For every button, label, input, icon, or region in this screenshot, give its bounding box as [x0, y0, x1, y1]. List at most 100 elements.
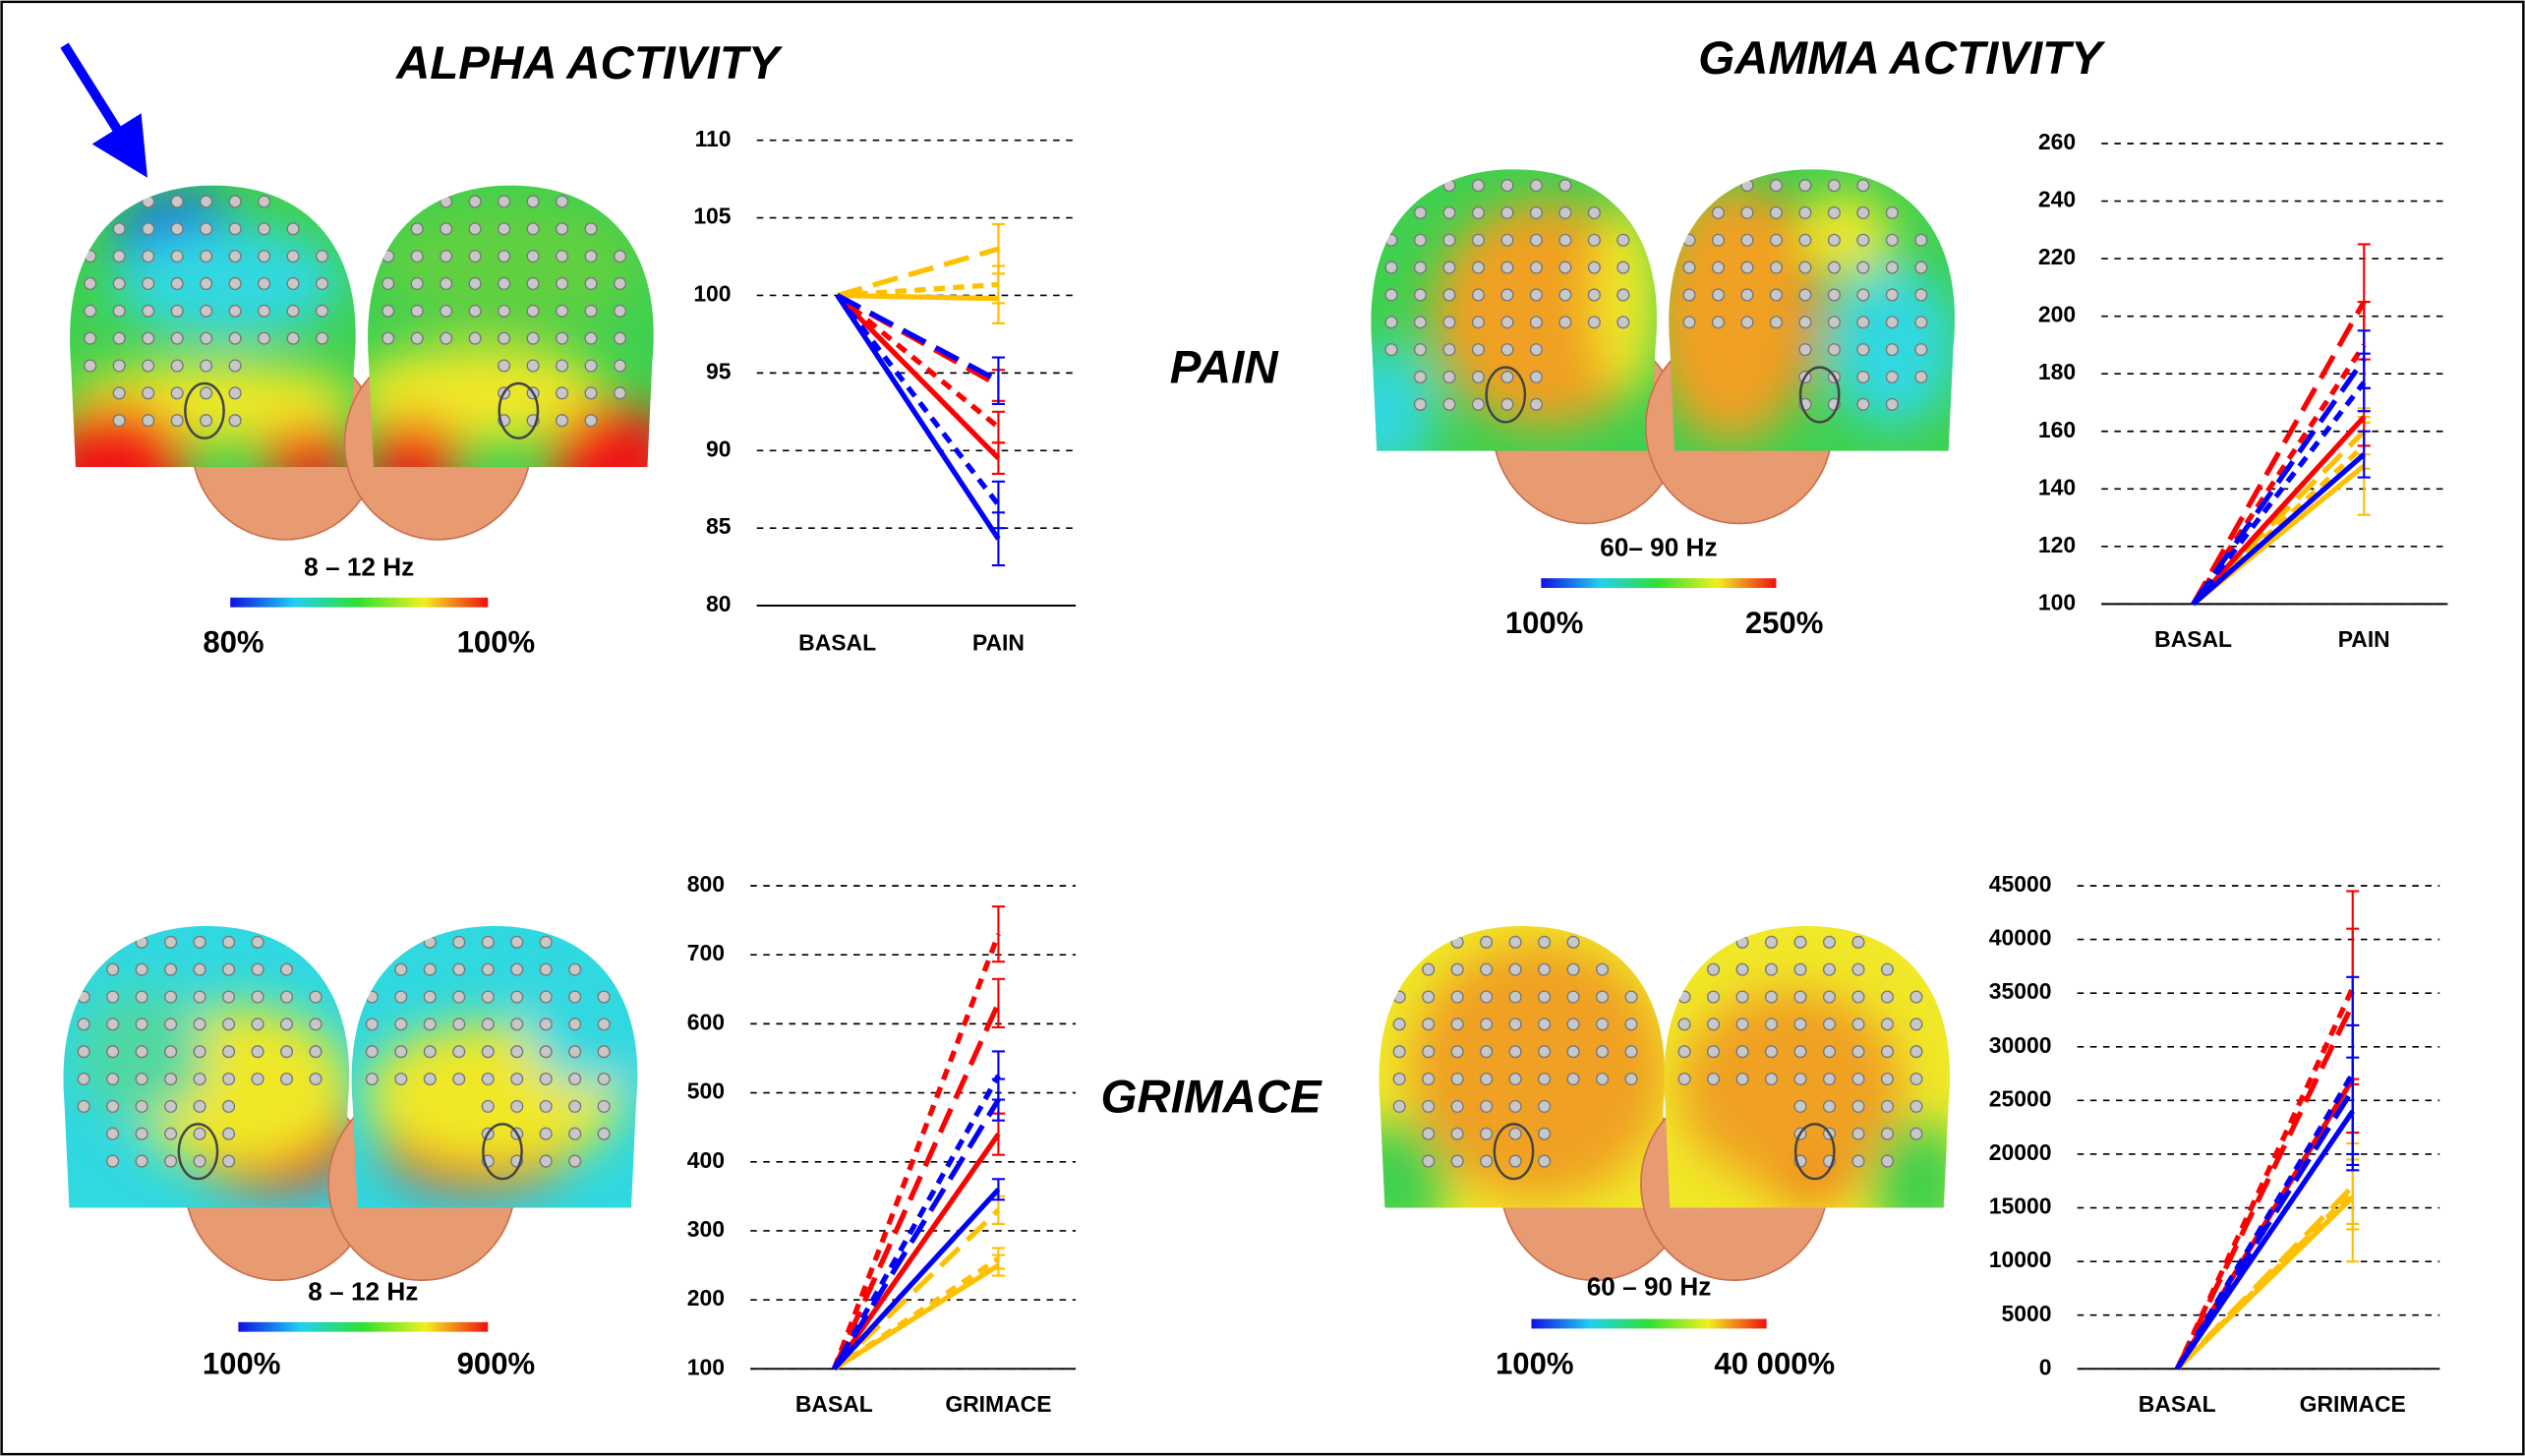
electrode: [527, 196, 539, 207]
electrode: [85, 332, 96, 344]
electrode: [1415, 207, 1427, 219]
electrode: [1824, 936, 1836, 948]
electrode: [136, 1074, 147, 1085]
electrode: [540, 963, 552, 975]
electrode: [1708, 963, 1720, 975]
electrode: [1857, 207, 1869, 219]
electrode: [1539, 1128, 1551, 1139]
electrode: [1799, 344, 1811, 356]
electrode: [1678, 1019, 1690, 1030]
electrode: [1531, 262, 1543, 273]
electrode: [1509, 1074, 1521, 1085]
electrode: [1531, 398, 1543, 410]
electrode: [287, 305, 299, 317]
electrode: [395, 1046, 407, 1058]
electrode: [1708, 1046, 1720, 1058]
electrode: [527, 278, 539, 290]
electrode: [223, 963, 235, 975]
electrode: [171, 223, 183, 235]
electrode: [1741, 317, 1753, 328]
electrode: [1443, 372, 1455, 383]
y-tick-label: 200: [2038, 302, 2076, 327]
electrode: [598, 991, 610, 1003]
colorbar-max: 100%: [457, 625, 536, 660]
electrode: [569, 1100, 581, 1112]
electrode: [1886, 344, 1898, 356]
x-tick-label: BASAL: [795, 1391, 873, 1417]
electrode: [165, 936, 177, 948]
electrode: [136, 991, 147, 1003]
electrode: [615, 305, 626, 317]
electrode: [229, 223, 241, 235]
electrode: [229, 196, 241, 207]
electrode: [469, 278, 481, 290]
electrode: [1852, 936, 1864, 948]
electrode: [1829, 344, 1841, 356]
electrode: [1539, 963, 1551, 975]
electrode: [1567, 1019, 1579, 1030]
y-tick-label: 20000: [1989, 1139, 2052, 1165]
electrode: [1882, 1074, 1894, 1085]
electrode: [1882, 963, 1894, 975]
electrode: [194, 1100, 206, 1112]
electrode: [1886, 289, 1898, 301]
electrode: [1423, 1046, 1435, 1058]
electrode: [287, 223, 299, 235]
electrode: [281, 963, 293, 975]
y-tick-label: 85: [706, 513, 732, 539]
electrode: [1423, 1100, 1435, 1112]
electrode: [201, 332, 212, 344]
electrode: [1852, 1128, 1864, 1139]
electrode: [557, 360, 568, 372]
electrode: [1766, 991, 1778, 1003]
y-tick-label: 700: [687, 940, 725, 965]
electrode: [1481, 1046, 1493, 1058]
y-tick-label: 0: [2039, 1354, 2052, 1379]
colorbar-max: 40 000%: [1714, 1346, 1835, 1380]
series-line: [838, 295, 999, 298]
y-tick-label: 10000: [1989, 1247, 2052, 1272]
row-label: GRIMACE: [1100, 1071, 1322, 1123]
electrode: [598, 1019, 610, 1030]
electrode: [1509, 1100, 1521, 1112]
electrode: [585, 387, 597, 399]
electrode: [317, 251, 328, 262]
electrode: [171, 305, 183, 317]
electrode: [1617, 317, 1629, 328]
electrode: [1794, 1074, 1806, 1085]
electrode: [1481, 1019, 1493, 1030]
electrode: [557, 251, 568, 262]
y-tick-label: 100: [693, 281, 731, 307]
electrode: [1852, 991, 1864, 1003]
electrode: [229, 332, 241, 344]
x-tick-label: GRIMACE: [945, 1391, 1051, 1417]
electrode: [143, 332, 154, 344]
electrode: [469, 196, 481, 207]
y-tick-label: 260: [2038, 129, 2076, 154]
electrode: [1501, 344, 1513, 356]
electrode: [143, 387, 154, 399]
electrode: [1567, 936, 1579, 948]
electrode: [1588, 234, 1600, 246]
electrode: [1824, 1074, 1836, 1085]
electrode: [1473, 344, 1485, 356]
electrode: [1567, 1046, 1579, 1058]
electrode: [1829, 289, 1841, 301]
electrode: [1824, 963, 1836, 975]
electrode: [1736, 1074, 1748, 1085]
y-tick-label: 105: [693, 204, 731, 229]
y-tick-label: 35000: [1989, 978, 2052, 1004]
electrode: [223, 1128, 235, 1139]
electrode: [1415, 398, 1427, 410]
electrode: [527, 360, 539, 372]
electrode: [259, 196, 270, 207]
electrode: [411, 223, 423, 235]
electrode: [1824, 1019, 1836, 1030]
electrode: [1678, 1046, 1690, 1058]
electrode: [1915, 372, 1927, 383]
electrode: [1393, 1046, 1405, 1058]
electrode: [1915, 289, 1927, 301]
electrode: [1509, 936, 1521, 948]
electrode: [194, 991, 206, 1003]
electrode: [136, 1128, 147, 1139]
